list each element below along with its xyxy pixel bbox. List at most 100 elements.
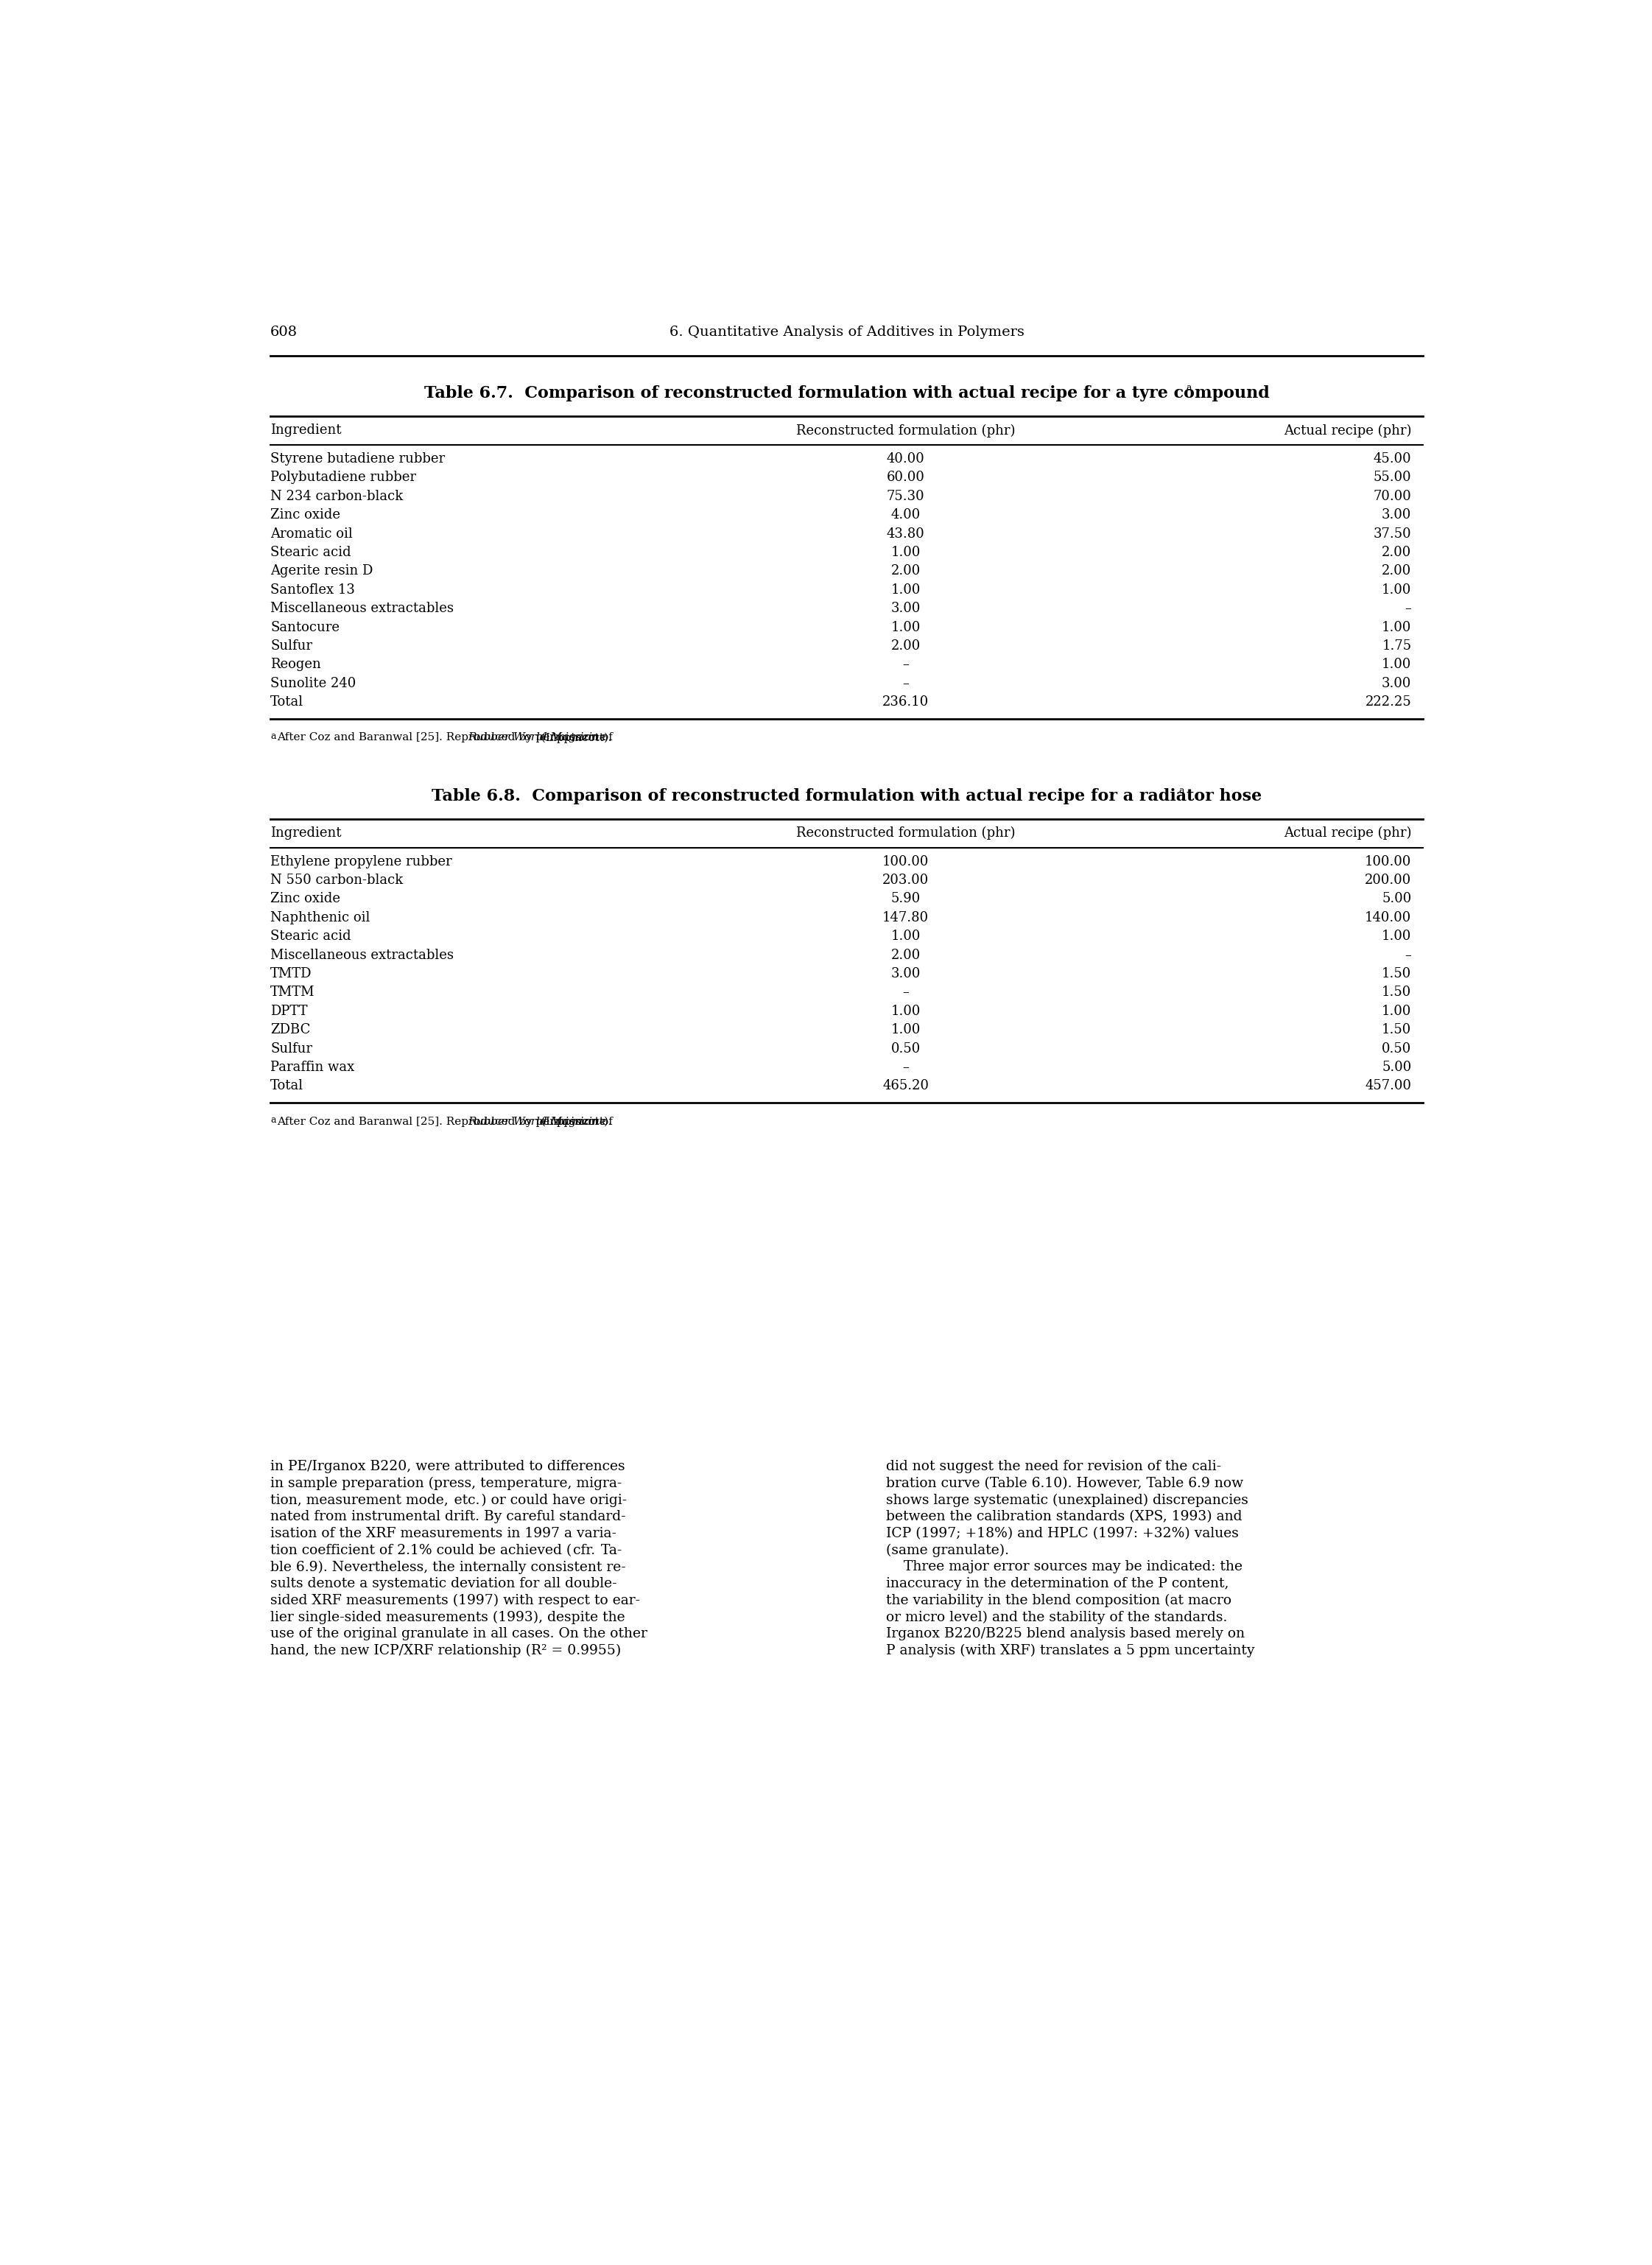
Text: 1.00: 1.00: [1381, 1006, 1411, 1017]
Text: (same granulate).: (same granulate).: [885, 1545, 1009, 1556]
Text: 75.30: 75.30: [887, 489, 925, 503]
Text: Reconstructed formulation (phr): Reconstructed formulation (phr): [796, 424, 1016, 437]
Text: 1.50: 1.50: [1381, 967, 1411, 981]
Text: 203.00: 203.00: [882, 874, 928, 888]
Text: 45.00: 45.00: [1373, 453, 1411, 464]
Text: 100.00: 100.00: [882, 854, 928, 867]
Text: Sunolite 240: Sunolite 240: [271, 677, 357, 691]
Text: tion coefficient of 2.1% could be achieved ( cfr.  Ta-: tion coefficient of 2.1% could be achiev…: [271, 1545, 623, 1556]
Text: 1.75: 1.75: [1383, 639, 1411, 652]
Text: isation of the XRF measurements in 1997 a varia-: isation of the XRF measurements in 1997 …: [271, 1527, 616, 1540]
Text: did not suggest the need for revision of the cali-: did not suggest the need for revision of…: [885, 1461, 1221, 1472]
Text: –: –: [1404, 602, 1411, 616]
Text: 465.20: 465.20: [882, 1080, 928, 1092]
Text: a: a: [1186, 383, 1191, 392]
Text: a: a: [1180, 786, 1184, 795]
Text: Zinc oxide: Zinc oxide: [271, 892, 340, 906]
Text: between the calibration standards (XPS, 1993) and: between the calibration standards (XPS, …: [885, 1511, 1242, 1524]
Text: –: –: [902, 1060, 909, 1074]
Text: Table 6.7.  Comparison of reconstructed formulation with actual recipe for a tyr: Table 6.7. Comparison of reconstructed f…: [425, 385, 1269, 401]
Text: sults denote a systematic deviation for all double-: sults denote a systematic deviation for …: [271, 1576, 618, 1590]
Text: hand, the new ICP/XRF relationship (R² = 0.9955): hand, the new ICP/XRF relationship (R² =…: [271, 1644, 621, 1658]
Text: 1.00: 1.00: [890, 1006, 920, 1017]
Text: lier single-sided measurements (1993), despite the: lier single-sided measurements (1993), d…: [271, 1610, 624, 1624]
Text: Reogen: Reogen: [271, 659, 320, 670]
Text: 3.00: 3.00: [1381, 507, 1411, 521]
Text: ZDBC: ZDBC: [271, 1024, 311, 1037]
Text: 2.00: 2.00: [1381, 546, 1411, 559]
Text: or micro level) and the stability of the standards.: or micro level) and the stability of the…: [885, 1610, 1227, 1624]
Text: Aromatic oil: Aromatic oil: [271, 528, 354, 541]
Text: (Lippincott).: (Lippincott).: [539, 732, 611, 743]
Text: –: –: [902, 985, 909, 999]
Text: the variability in the blend composition (at macro: the variability in the blend composition…: [885, 1595, 1231, 1608]
Text: 1.00: 1.00: [890, 1024, 920, 1037]
Text: 5.00: 5.00: [1381, 892, 1411, 906]
Text: 1.00: 1.00: [1381, 659, 1411, 670]
Text: 2.00: 2.00: [1381, 564, 1411, 578]
Text: Miscellaneous extractables: Miscellaneous extractables: [271, 949, 454, 963]
Text: 43.80: 43.80: [887, 528, 925, 541]
Text: Table 6.8.  Comparison of reconstructed formulation with actual recipe for a rad: Table 6.8. Comparison of reconstructed f…: [431, 788, 1262, 804]
Text: a: a: [271, 732, 276, 741]
Text: 140.00: 140.00: [1365, 911, 1411, 924]
Text: TMTM: TMTM: [271, 985, 316, 999]
Text: –: –: [1404, 949, 1411, 963]
Text: Zinc oxide: Zinc oxide: [271, 507, 340, 521]
Text: Santoflex 13: Santoflex 13: [271, 582, 355, 596]
Text: After Coz and Baranwal [25]. Reproduced by permission of: After Coz and Baranwal [25]. Reproduced …: [278, 1117, 616, 1126]
Text: in sample preparation (press, temperature, migra-: in sample preparation (press, temperatur…: [271, 1477, 623, 1490]
Text: 1.00: 1.00: [1381, 621, 1411, 634]
Text: 2.00: 2.00: [890, 639, 920, 652]
Text: 3.00: 3.00: [1381, 677, 1411, 691]
Text: Ingredient: Ingredient: [271, 424, 342, 437]
Text: Paraffin wax: Paraffin wax: [271, 1060, 355, 1074]
Text: P analysis (with XRF) translates a 5 ppm uncertainty: P analysis (with XRF) translates a 5 ppm…: [885, 1644, 1254, 1658]
Text: Rubber World Magazine: Rubber World Magazine: [468, 1117, 606, 1126]
Text: in PE/Irganox B220, were attributed to differences: in PE/Irganox B220, were attributed to d…: [271, 1461, 624, 1472]
Text: 0.50: 0.50: [890, 1042, 920, 1055]
Text: N 550 carbon-black: N 550 carbon-black: [271, 874, 403, 888]
Text: DPTT: DPTT: [271, 1006, 307, 1017]
Text: Sulfur: Sulfur: [271, 639, 312, 652]
Text: 608: 608: [271, 326, 297, 340]
Text: –: –: [902, 659, 909, 670]
Text: 100.00: 100.00: [1365, 854, 1411, 867]
Text: 2.00: 2.00: [890, 949, 920, 963]
Text: bration curve (Table 6.10). However, Table 6.9 now: bration curve (Table 6.10). However, Tab…: [885, 1477, 1242, 1490]
Text: Naphthenic oil: Naphthenic oil: [271, 911, 370, 924]
Text: 200.00: 200.00: [1365, 874, 1411, 888]
Text: Stearic acid: Stearic acid: [271, 929, 352, 942]
Text: 3.00: 3.00: [890, 967, 920, 981]
Text: Polybutadiene rubber: Polybutadiene rubber: [271, 471, 416, 485]
Text: 1.00: 1.00: [890, 621, 920, 634]
Text: Actual recipe (phr): Actual recipe (phr): [1284, 827, 1411, 840]
Text: nated from instrumental drift. By careful standard-: nated from instrumental drift. By carefu…: [271, 1511, 626, 1524]
Text: use of the original granulate in all cases. On the other: use of the original granulate in all cas…: [271, 1626, 648, 1640]
Text: After Coz and Baranwal [25]. Reproduced by permission of: After Coz and Baranwal [25]. Reproduced …: [278, 732, 616, 743]
Text: sided XRF measurements (1997) with respect to ear-: sided XRF measurements (1997) with respe…: [271, 1595, 641, 1608]
Text: 6. Quantitative Analysis of Additives in Polymers: 6. Quantitative Analysis of Additives in…: [669, 326, 1024, 340]
Text: 55.00: 55.00: [1373, 471, 1411, 485]
Text: 70.00: 70.00: [1373, 489, 1411, 503]
Text: a: a: [271, 1114, 276, 1126]
Text: 236.10: 236.10: [882, 695, 928, 709]
Text: (Lippincott).: (Lippincott).: [539, 1117, 611, 1128]
Text: 5.00: 5.00: [1381, 1060, 1411, 1074]
Text: Three major error sources may be indicated: the: Three major error sources may be indicat…: [885, 1561, 1242, 1574]
Text: 1.00: 1.00: [1381, 582, 1411, 596]
Text: inaccuracy in the determination of the P content,: inaccuracy in the determination of the P…: [885, 1576, 1229, 1590]
Text: Total: Total: [271, 1080, 304, 1092]
Text: 1.50: 1.50: [1381, 1024, 1411, 1037]
Text: 60.00: 60.00: [887, 471, 925, 485]
Text: Irganox B220/B225 blend analysis based merely on: Irganox B220/B225 blend analysis based m…: [885, 1626, 1244, 1640]
Text: ICP (1997; +18%) and HPLC (1997: +32%) values: ICP (1997; +18%) and HPLC (1997: +32%) v…: [885, 1527, 1239, 1540]
Text: 37.50: 37.50: [1373, 528, 1411, 541]
Text: 457.00: 457.00: [1365, 1080, 1411, 1092]
Text: 1.00: 1.00: [890, 546, 920, 559]
Text: 147.80: 147.80: [882, 911, 928, 924]
Text: ble 6.9). Nevertheless, the internally consistent re-: ble 6.9). Nevertheless, the internally c…: [271, 1561, 626, 1574]
Text: N 234 carbon-black: N 234 carbon-black: [271, 489, 403, 503]
Text: 4.00: 4.00: [890, 507, 920, 521]
Text: Miscellaneous extractables: Miscellaneous extractables: [271, 602, 454, 616]
